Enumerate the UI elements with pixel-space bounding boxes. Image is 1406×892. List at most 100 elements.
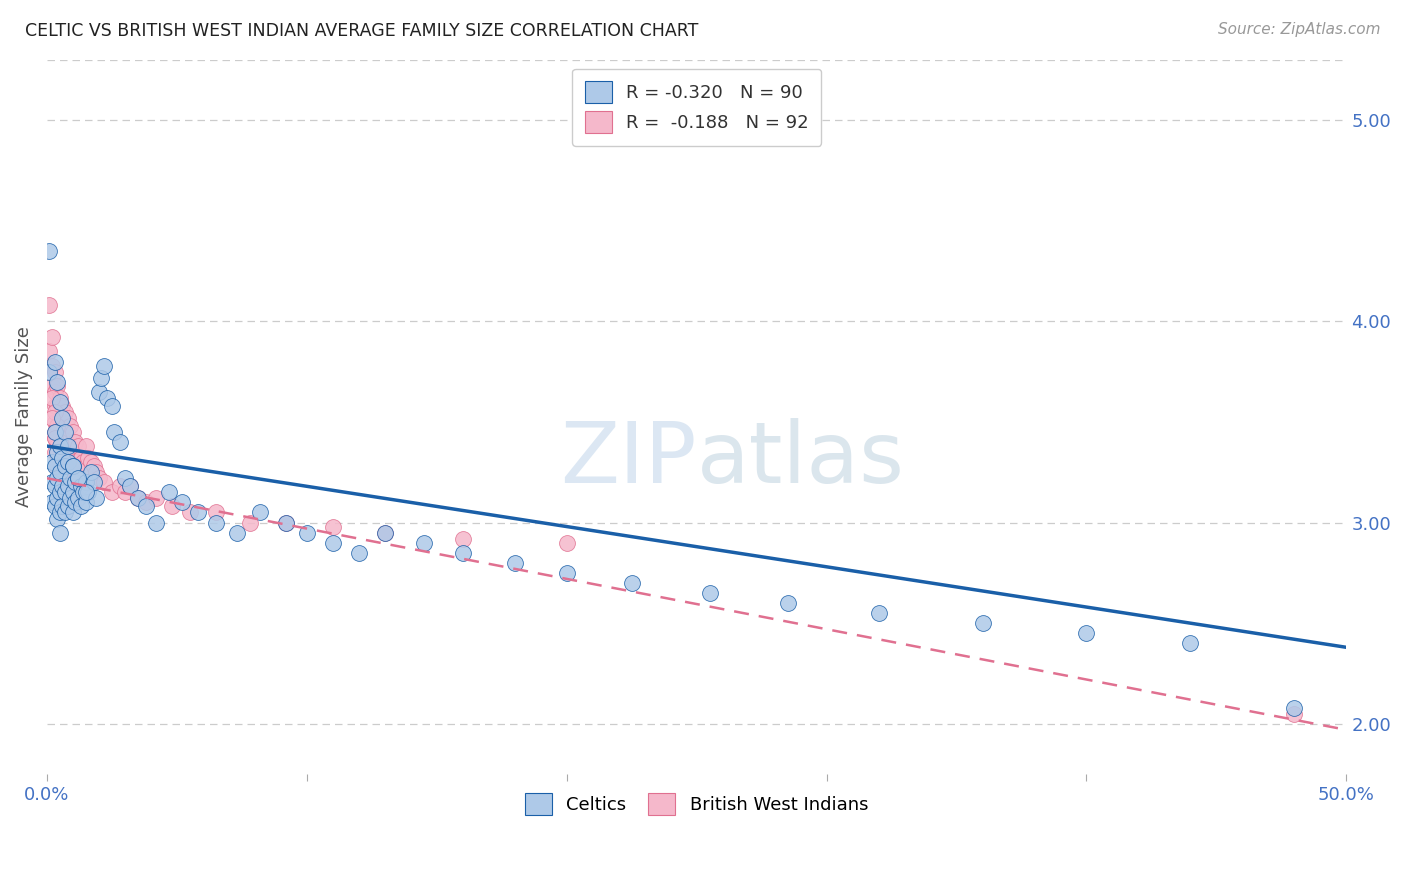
Point bbox=[49, 439, 72, 453]
Point bbox=[62, 425, 84, 439]
Point bbox=[41, 455, 63, 469]
Point bbox=[114, 471, 136, 485]
Point bbox=[56, 455, 79, 469]
Point bbox=[51, 435, 73, 450]
Point bbox=[776, 596, 799, 610]
Point bbox=[49, 525, 72, 540]
Point bbox=[49, 465, 72, 479]
Point bbox=[77, 451, 100, 466]
Point bbox=[49, 455, 72, 469]
Point bbox=[46, 435, 69, 450]
Point bbox=[1180, 636, 1202, 650]
Point bbox=[51, 451, 73, 466]
Point bbox=[274, 516, 297, 530]
Point bbox=[51, 451, 73, 466]
Point bbox=[51, 445, 73, 459]
Point bbox=[87, 471, 110, 485]
Point bbox=[374, 525, 396, 540]
Point bbox=[114, 485, 136, 500]
Point bbox=[75, 495, 97, 509]
Point bbox=[46, 445, 69, 459]
Point bbox=[56, 410, 79, 425]
Point bbox=[46, 399, 69, 413]
Point bbox=[170, 495, 193, 509]
Point bbox=[412, 535, 434, 549]
Point bbox=[72, 485, 94, 500]
Point bbox=[96, 391, 118, 405]
Point bbox=[41, 391, 63, 405]
Point bbox=[322, 519, 344, 533]
Point bbox=[51, 399, 73, 413]
Point bbox=[62, 485, 84, 500]
Point bbox=[83, 459, 105, 474]
Point bbox=[38, 344, 60, 359]
Point bbox=[83, 475, 105, 490]
Point bbox=[49, 506, 72, 520]
Point bbox=[77, 485, 100, 500]
Point bbox=[59, 418, 82, 433]
Point bbox=[44, 425, 66, 439]
Point bbox=[80, 465, 103, 479]
Point bbox=[59, 485, 82, 500]
Point bbox=[347, 546, 370, 560]
Point bbox=[145, 491, 167, 506]
Point bbox=[44, 365, 66, 379]
Point bbox=[56, 445, 79, 459]
Point bbox=[44, 479, 66, 493]
Point bbox=[53, 425, 76, 439]
Point bbox=[1284, 700, 1306, 714]
Point bbox=[44, 384, 66, 399]
Point bbox=[67, 439, 90, 453]
Point bbox=[93, 359, 115, 373]
Point bbox=[51, 410, 73, 425]
Point bbox=[51, 500, 73, 514]
Point bbox=[41, 495, 63, 509]
Point bbox=[868, 606, 890, 620]
Point bbox=[179, 506, 201, 520]
Point bbox=[87, 384, 110, 399]
Point bbox=[53, 479, 76, 493]
Point bbox=[157, 485, 180, 500]
Point bbox=[65, 495, 87, 509]
Point bbox=[38, 244, 60, 258]
Point bbox=[120, 479, 142, 493]
Point bbox=[49, 410, 72, 425]
Point bbox=[239, 516, 262, 530]
Point bbox=[75, 439, 97, 453]
Point bbox=[84, 491, 107, 506]
Point bbox=[75, 459, 97, 474]
Point bbox=[108, 479, 131, 493]
Point bbox=[127, 491, 149, 506]
Point bbox=[56, 471, 79, 485]
Point bbox=[49, 394, 72, 409]
Point bbox=[38, 365, 60, 379]
Point bbox=[53, 471, 76, 485]
Point bbox=[49, 485, 72, 500]
Point bbox=[62, 459, 84, 474]
Point bbox=[699, 586, 721, 600]
Point bbox=[41, 378, 63, 392]
Point bbox=[120, 479, 142, 493]
Point bbox=[322, 535, 344, 549]
Point bbox=[65, 475, 87, 490]
Point bbox=[56, 479, 79, 493]
Point bbox=[44, 425, 66, 439]
Point bbox=[205, 506, 228, 520]
Point bbox=[69, 479, 91, 493]
Point bbox=[41, 410, 63, 425]
Point bbox=[160, 500, 183, 514]
Point bbox=[1076, 626, 1098, 640]
Text: atlas: atlas bbox=[696, 418, 904, 501]
Point bbox=[46, 418, 69, 433]
Point bbox=[67, 471, 90, 485]
Point bbox=[72, 455, 94, 469]
Point bbox=[274, 516, 297, 530]
Point bbox=[56, 431, 79, 445]
Point bbox=[49, 391, 72, 405]
Point bbox=[53, 459, 76, 474]
Point bbox=[46, 418, 69, 433]
Point bbox=[59, 455, 82, 469]
Point bbox=[93, 475, 115, 490]
Point bbox=[75, 485, 97, 500]
Point bbox=[41, 475, 63, 490]
